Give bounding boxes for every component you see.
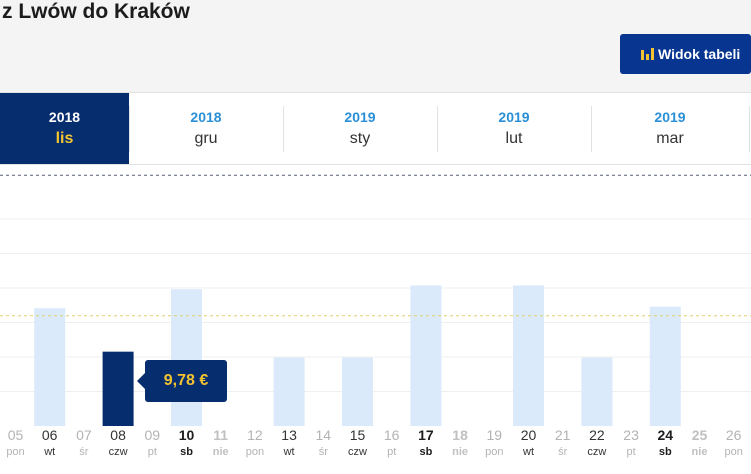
day-weekday: sb: [180, 446, 193, 458]
day-number[interactable]: 25: [691, 427, 708, 443]
day-weekday: nie: [452, 446, 469, 458]
price-tooltip: 9,78 €: [137, 360, 227, 402]
page-header: z Lwów do Kraków Widok tabeli: [0, 0, 751, 92]
month-tabs: 2018 lis 2018 gru 2019 sty 2019 lut 2019 mar: [0, 92, 751, 165]
price-chart: 9,78 € 05 pon 06 wt 07 śr 08 czw 09 pt 10 sb 11 nie 12…: [0, 165, 751, 474]
tab-month: lis: [55, 130, 74, 147]
tab-year: 2019: [344, 109, 376, 125]
tab-month-3[interactable]: 2019 lut: [437, 93, 591, 164]
chart-svg: [0, 174, 751, 426]
day-weekday: śr: [79, 446, 89, 458]
day-number[interactable]: 13: [281, 427, 297, 443]
day-weekday: nie: [212, 446, 229, 458]
price-bar[interactable]: [410, 285, 442, 426]
tab-separator: [591, 106, 592, 152]
day-weekday: śr: [318, 446, 328, 458]
day-number[interactable]: 24: [657, 427, 674, 443]
tab-separator: [283, 106, 284, 152]
day-weekday: śr: [558, 446, 568, 458]
day-weekday: pt: [387, 446, 397, 458]
day-weekday: pon: [6, 446, 25, 458]
day-weekday: wt: [523, 446, 534, 458]
day-weekday: pt: [147, 446, 157, 458]
price-bar[interactable]: [581, 357, 613, 426]
tab-year: 2019: [498, 109, 530, 125]
day-weekday: czw: [348, 446, 367, 458]
table-view-label: Widok tabeli: [658, 46, 741, 62]
tab-year: 2019: [654, 109, 686, 125]
day-number[interactable]: 16: [383, 427, 400, 443]
day-number[interactable]: 21: [554, 427, 571, 443]
tab-separator: [129, 106, 130, 152]
day-weekday: nie: [691, 446, 708, 458]
price-bar[interactable]: [342, 357, 373, 426]
day-number[interactable]: 12: [247, 427, 263, 443]
tab-year: 2018: [48, 109, 81, 125]
price-bar[interactable]: [273, 357, 305, 426]
day-weekday: pt: [626, 446, 636, 458]
selected-price-bar[interactable]: [102, 351, 134, 426]
day-number[interactable]: 08: [110, 427, 126, 443]
day-number[interactable]: 06: [41, 427, 58, 443]
price-bar[interactable]: [513, 285, 544, 426]
price-bar[interactable]: [649, 306, 681, 426]
day-number[interactable]: 17: [418, 427, 434, 443]
tab-month: gru: [194, 130, 218, 147]
day-weekday: sb: [419, 446, 433, 458]
day-number[interactable]: 15: [349, 427, 366, 443]
day-number[interactable]: 23: [623, 427, 639, 443]
day-number[interactable]: 11: [213, 427, 229, 443]
day-number[interactable]: 20: [520, 427, 537, 443]
tab-month-4[interactable]: 2019 mar: [591, 93, 749, 164]
day-weekday: pon: [245, 446, 265, 458]
tab-year: 2018: [190, 109, 222, 125]
day-number[interactable]: 05: [7, 427, 24, 443]
day-number[interactable]: 18: [452, 427, 468, 443]
day-weekday: czw: [587, 446, 607, 458]
route-title: z Lwów do Kraków: [2, 0, 190, 23]
tab-month-1[interactable]: 2018 gru: [129, 93, 283, 164]
day-number[interactable]: 22: [589, 427, 605, 443]
day-number[interactable]: 10: [178, 427, 195, 443]
tab-month: sty: [349, 130, 371, 147]
day-number[interactable]: 19: [486, 427, 503, 443]
day-number[interactable]: 14: [315, 427, 332, 443]
table-view-button[interactable]: Widok tabeli: [620, 34, 751, 74]
tab-separator: [749, 106, 750, 152]
bar-chart-icon: [641, 48, 654, 60]
tab-month: lut: [505, 130, 523, 147]
day-number[interactable]: 07: [76, 427, 92, 443]
day-weekday: pon: [485, 446, 504, 458]
day-weekday: sb: [658, 446, 672, 458]
tab-separator: [437, 106, 438, 152]
price-bar[interactable]: [34, 308, 66, 426]
day-number[interactable]: 09: [144, 427, 161, 443]
day-weekday: wt: [283, 446, 295, 458]
day-number[interactable]: 26: [725, 427, 742, 443]
day-weekday: czw: [108, 446, 128, 458]
day-weekday: wt: [44, 446, 56, 458]
day-weekday: pon: [724, 446, 743, 458]
tab-month: mar: [656, 130, 684, 147]
price-bar[interactable]: [171, 289, 202, 426]
tab-month-2[interactable]: 2019 sty: [283, 93, 437, 164]
tab-month-0[interactable]: 2018 lis: [0, 93, 129, 164]
